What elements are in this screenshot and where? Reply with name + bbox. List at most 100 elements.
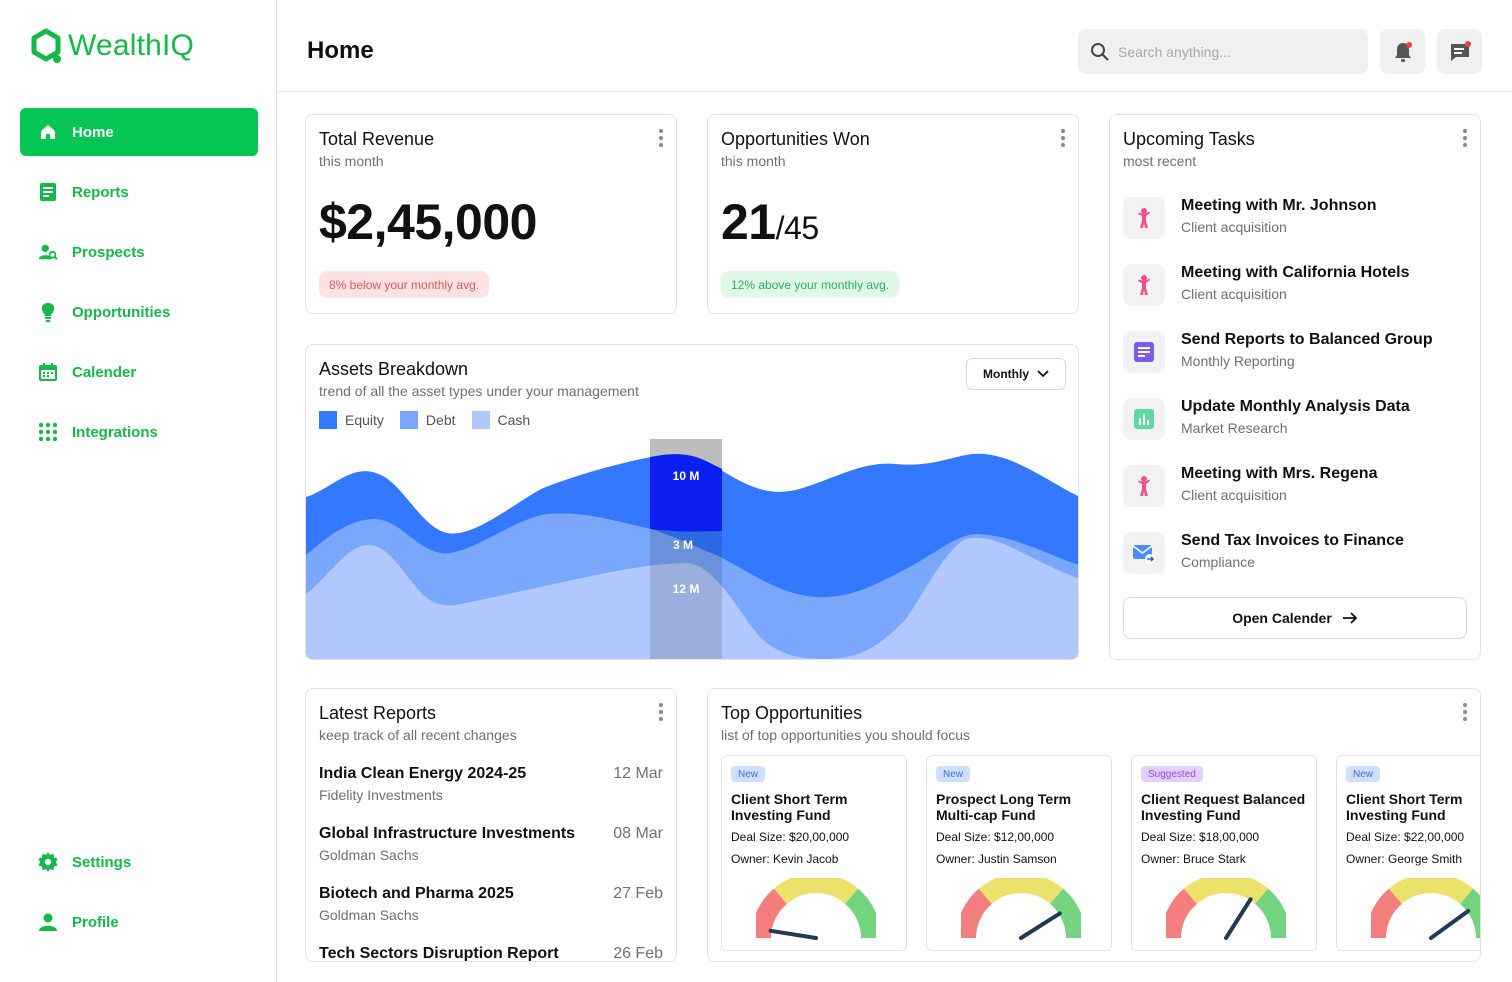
card-title: Opportunities Won [721, 129, 870, 149]
open-calender-button[interactable]: Open Calender [1123, 597, 1467, 639]
opportunities-won-card: Opportunities Won this month 21/45 12% a… [707, 114, 1079, 314]
sidebar-item-settings[interactable]: Settings [20, 838, 258, 886]
card-title: Assets Breakdown [319, 359, 469, 379]
mail-forward-icon [1132, 545, 1155, 564]
more-options-icon[interactable] [1462, 129, 1468, 147]
task-item[interactable]: Meeting with Mr. Johnson Client acquisit… [1123, 195, 1463, 247]
gauge-high-segment [844, 888, 876, 939]
gauge-needle [1429, 909, 1471, 940]
search-input[interactable] [1118, 43, 1358, 60]
task-category: Client acquisition [1181, 487, 1287, 503]
person-icon [1138, 476, 1150, 496]
report-item[interactable]: Tech Sectors Disruption Report 26 Feb [319, 945, 663, 962]
total-revenue-card: Total Revenue this month $2,45,000 8% be… [305, 114, 677, 314]
gauge-low-segment [961, 888, 993, 939]
user-icon [39, 913, 57, 931]
opportunity-badge: Suggested [1141, 766, 1203, 782]
report-item[interactable]: Biotech and Pharma 2025 Goldman Sachs 27… [319, 885, 663, 929]
gauge-needle [1224, 897, 1253, 940]
top-header: Home [277, 0, 1512, 92]
bar-chart-icon [1134, 409, 1154, 429]
card-title: Latest Reports [319, 703, 437, 723]
assets-area-chart[interactable]: 10 M 3 M 12 M [306, 439, 1079, 660]
upcoming-tasks-card: Upcoming Tasks most recent Meeting with … [1109, 114, 1481, 660]
more-options-icon[interactable] [1462, 703, 1468, 721]
card-subtitle: this month [319, 153, 384, 169]
won-total: /45 [775, 210, 819, 246]
gauge-mid-segment [1183, 878, 1269, 905]
sidebar-item-opportunities[interactable]: Opportunities [20, 288, 258, 336]
legend-item-equity[interactable]: Equity [319, 411, 384, 429]
report-date: 26 Feb [613, 945, 663, 962]
task-item[interactable]: Update Monthly Analysis Data Market Rese… [1123, 396, 1463, 448]
equity-value-label: 10 M [673, 469, 700, 483]
task-item[interactable]: Meeting with California Hotels Client ac… [1123, 262, 1463, 314]
sidebar-item-label: Prospects [72, 243, 145, 261]
top-opportunities-card: Top Opportunities list of top opportunit… [707, 688, 1481, 962]
period-dropdown[interactable]: Monthly [966, 358, 1066, 390]
task-title: Update Monthly Analysis Data [1181, 398, 1410, 415]
app-logo[interactable]: WealthIQ [30, 28, 194, 64]
more-options-icon[interactable] [658, 129, 664, 147]
sidebar-item-prospects[interactable]: Prospects [20, 228, 258, 276]
gauge-mid-segment [1388, 878, 1474, 905]
prospects-icon [38, 244, 58, 260]
notifications-button[interactable] [1380, 29, 1425, 74]
opportunity-owner: Owner: Justin Samson [936, 852, 1057, 866]
more-options-icon[interactable] [658, 703, 664, 721]
legend-item-cash[interactable]: Cash [471, 411, 531, 429]
search-box[interactable] [1078, 29, 1368, 74]
search-icon [1091, 42, 1109, 61]
task-item[interactable]: Send Tax Invoices to Finance Compliance [1123, 530, 1463, 582]
report-source: Goldman Sachs [319, 847, 419, 863]
won-count: 21 [721, 194, 776, 250]
message-icon [1450, 40, 1471, 61]
report-title: Tech Sectors Disruption Report [319, 945, 559, 962]
report-item[interactable]: India Clean Energy 2024-25 Fidelity Inve… [319, 765, 663, 809]
sidebar-item-label: Profile [72, 913, 119, 931]
card-subtitle: list of top opportunities you should foc… [721, 727, 971, 743]
task-icon-box [1123, 532, 1165, 574]
task-item[interactable]: Meeting with Mrs. Regena Client acquisit… [1123, 463, 1463, 515]
report-date: 08 Mar [613, 825, 663, 842]
revenue-trend-badge: 8% below your monthly avg. [319, 271, 490, 298]
report-title: Global Infrastructure Investments [319, 825, 576, 842]
assets-breakdown-card: Assets Breakdown trend of all the asset … [305, 344, 1079, 660]
sidebar-item-home[interactable]: Home [20, 108, 258, 156]
opportunity-deal-size: Deal Size: $22,00,000 [1346, 830, 1465, 844]
open-calender-label: Open Calender [1232, 610, 1332, 626]
more-options-icon[interactable] [1060, 129, 1066, 147]
report-source: Fidelity Investments [319, 787, 443, 803]
cash-value-label: 12 M [673, 582, 700, 596]
sidebar-item-label: Calender [72, 363, 137, 381]
opportunity-badge: New [936, 766, 971, 782]
opportunity-card[interactable]: Suggested Client Request Balanced Invest… [1131, 755, 1317, 951]
task-category: Monthly Reporting [1181, 353, 1295, 369]
task-item[interactable]: Send Reports to Balanced Group Monthly R… [1123, 329, 1463, 381]
opportunity-card[interactable]: New Client Short Term Investing Fund Dea… [721, 755, 907, 951]
document-icon [1134, 342, 1154, 362]
sidebar-item-integrations[interactable]: Integrations [20, 408, 258, 456]
sidebar-item-calender[interactable]: Calender [20, 348, 258, 396]
task-icon-box [1123, 197, 1165, 239]
messages-button[interactable] [1437, 29, 1482, 74]
gauge-high-segment [1049, 888, 1081, 939]
card-title: Upcoming Tasks [1123, 129, 1255, 149]
task-icon-box [1123, 398, 1165, 440]
sidebar-item-profile[interactable]: Profile [20, 898, 258, 946]
grid-icon [38, 422, 58, 442]
opportunity-card[interactable]: New Client Short Term Investing Fund Dea… [1336, 755, 1480, 951]
opportunities-carousel[interactable]: New Client Short Term Investing Fund Dea… [721, 755, 1480, 951]
legend-swatch [399, 411, 418, 429]
main-nav: Home Reports Prospects Opportunities Cal… [20, 108, 258, 468]
legend-item-debt[interactable]: Debt [399, 411, 456, 429]
legend-label: Cash [497, 412, 531, 428]
gauge-high-segment [1254, 888, 1286, 939]
opportunity-card[interactable]: New Prospect Long Term Multi-cap Fund De… [926, 755, 1112, 951]
task-icon-box [1123, 331, 1165, 373]
opportunity-badge: New [1346, 766, 1381, 782]
report-item[interactable]: Global Infrastructure Investments Goldma… [319, 825, 663, 869]
opportunity-owner: Owner: George Smith [1346, 852, 1463, 866]
sidebar-item-reports[interactable]: Reports [20, 168, 258, 216]
task-category: Client acquisition [1181, 286, 1287, 302]
